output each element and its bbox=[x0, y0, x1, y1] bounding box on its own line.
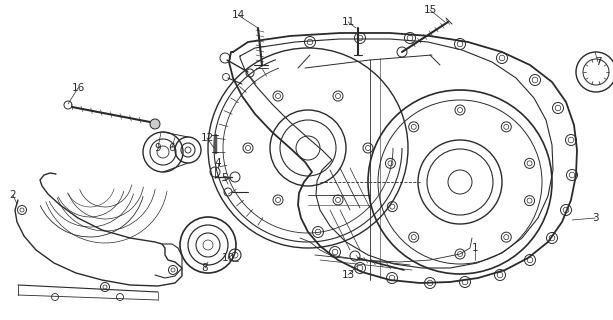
Text: 3: 3 bbox=[592, 213, 598, 223]
Text: 4: 4 bbox=[215, 158, 221, 168]
Text: 6: 6 bbox=[169, 143, 175, 153]
Text: 1: 1 bbox=[471, 243, 478, 253]
Text: 10: 10 bbox=[221, 253, 235, 263]
Text: 11: 11 bbox=[341, 17, 355, 27]
Text: 5: 5 bbox=[222, 173, 228, 183]
Text: 8: 8 bbox=[202, 263, 208, 273]
Text: 14: 14 bbox=[231, 10, 245, 20]
Text: 16: 16 bbox=[71, 83, 85, 93]
Circle shape bbox=[150, 119, 160, 129]
Text: 9: 9 bbox=[154, 143, 161, 153]
Text: 12: 12 bbox=[200, 133, 213, 143]
Text: 15: 15 bbox=[424, 5, 436, 15]
Text: 7: 7 bbox=[595, 57, 601, 67]
Text: 2: 2 bbox=[10, 190, 17, 200]
Text: 13: 13 bbox=[341, 270, 355, 280]
